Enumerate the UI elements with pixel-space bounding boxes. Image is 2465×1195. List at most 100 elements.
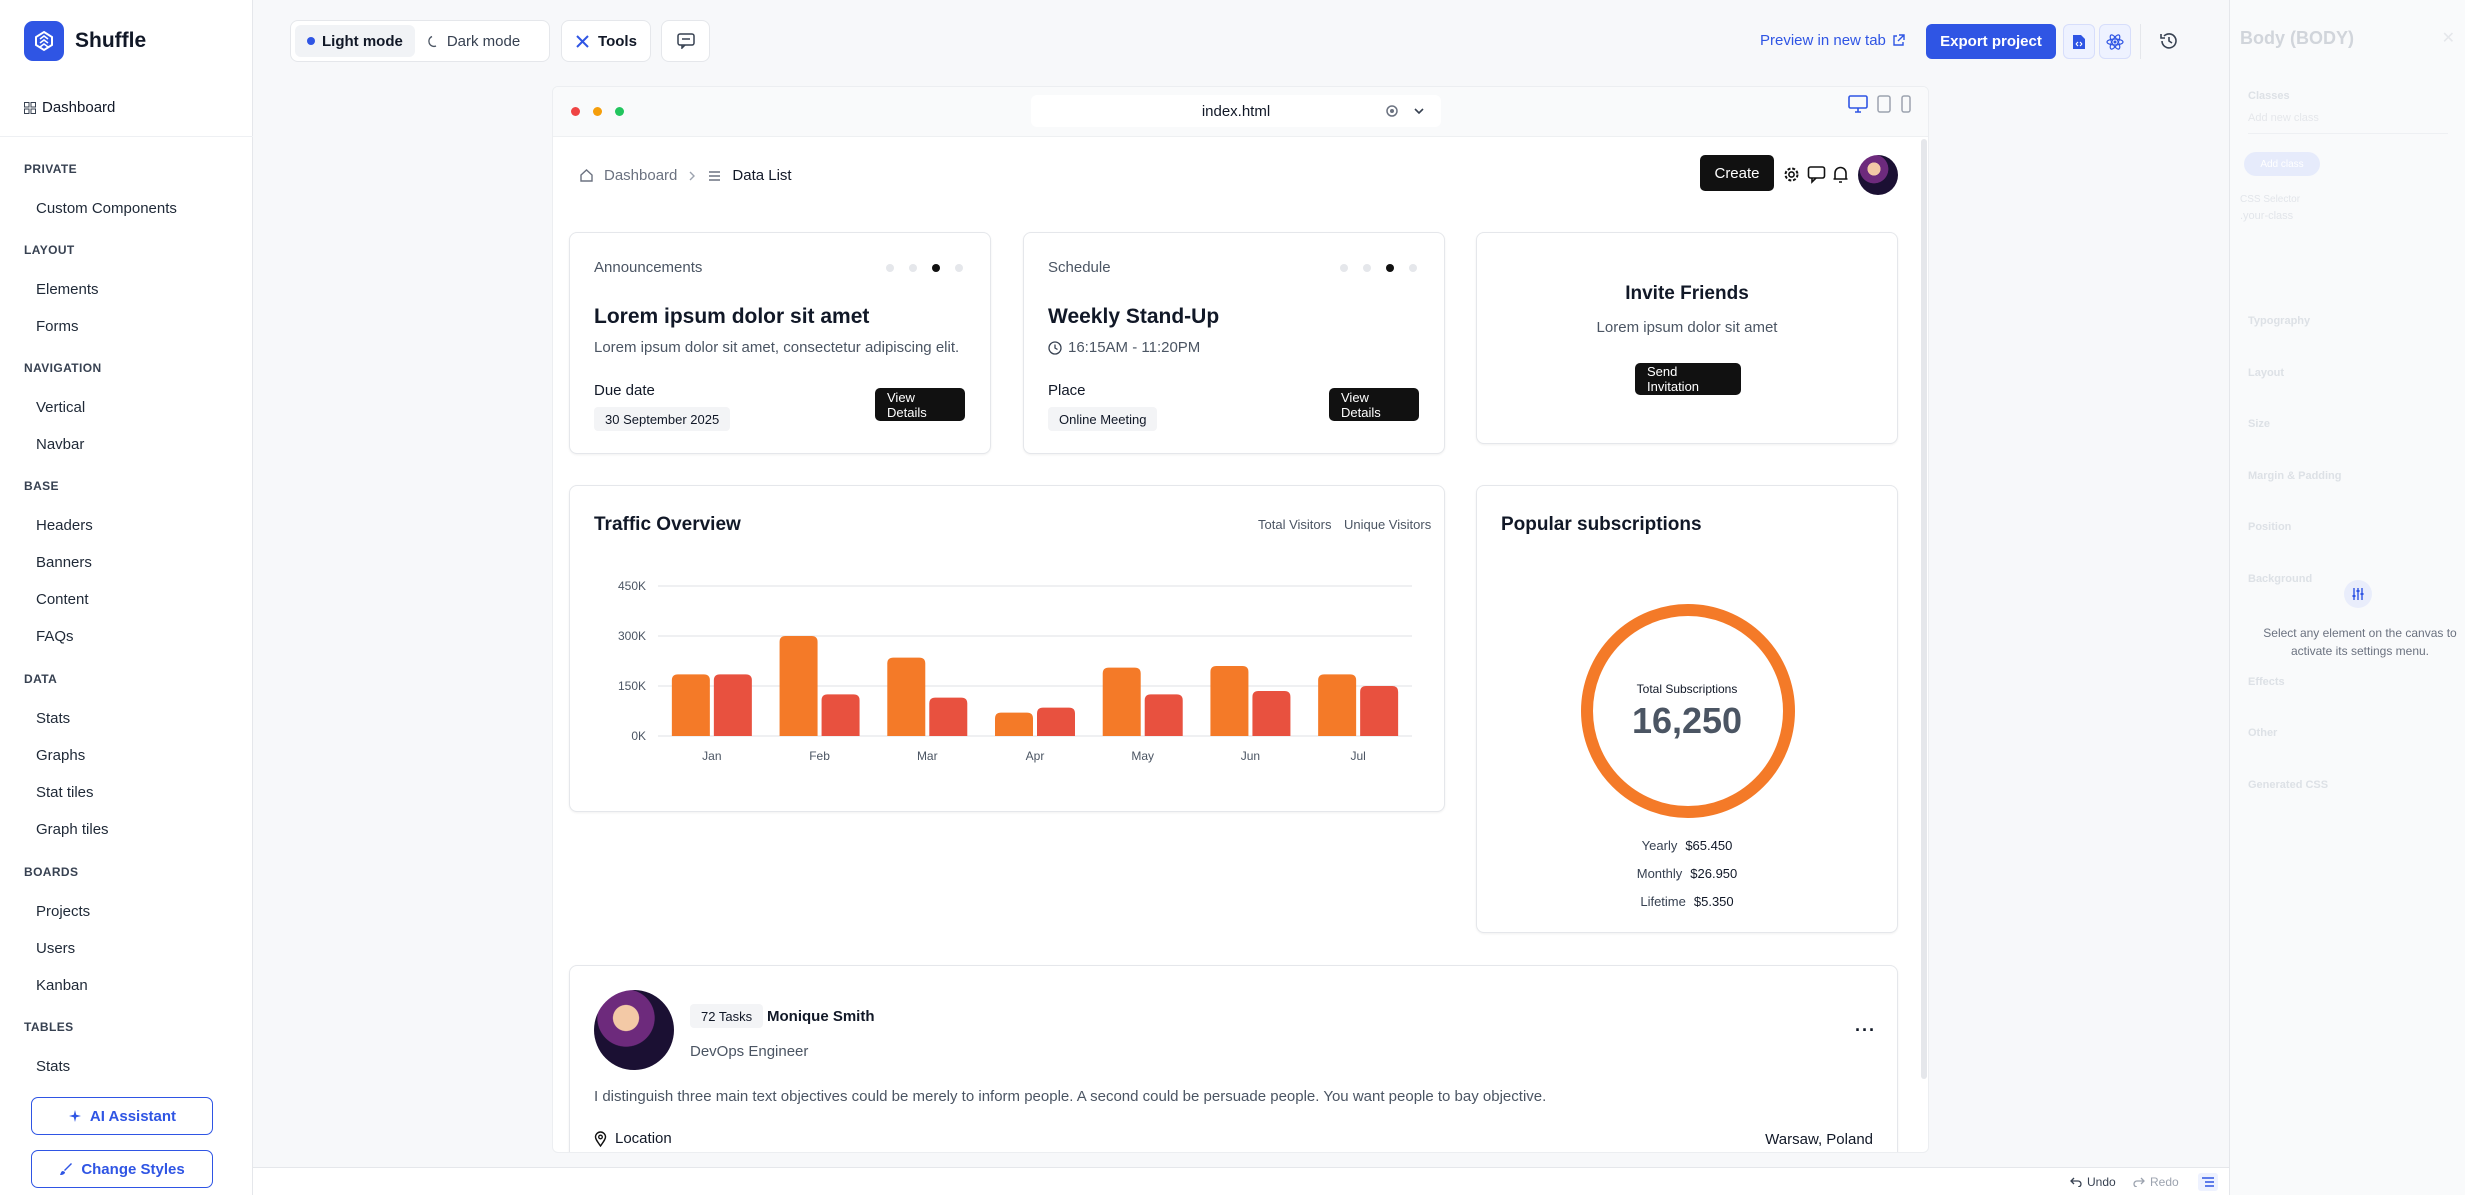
card-label: Schedule [1048, 259, 1111, 276]
react-button[interactable] [2099, 24, 2131, 59]
sidebar-item-banners[interactable]: Banners [36, 554, 92, 571]
sidebar-item-projects[interactable]: Projects [36, 903, 91, 920]
bottom-bar: Undo Redo [253, 1167, 2229, 1195]
donut-label: Total Subscriptions [1636, 682, 1738, 696]
breadcrumb-home[interactable]: Dashboard [604, 167, 678, 184]
x-tick-label: Jun [1241, 749, 1260, 763]
sidebar-item-headers[interactable]: Headers [36, 517, 93, 534]
y-tick-label: 0K [631, 729, 646, 743]
section-effects[interactable]: Effects [2248, 676, 2285, 688]
add-class-button[interactable]: Add class [2244, 152, 2320, 176]
sidebar-item-graphs[interactable]: Graphs [36, 747, 86, 764]
section-position[interactable]: Position [2248, 521, 2292, 533]
bar-unique-jul[interactable] [1360, 686, 1399, 736]
light-mode-button[interactable]: Light mode [295, 25, 415, 57]
device-switcher [1848, 95, 1912, 113]
sidebar-item-faqs[interactable]: FAQs [36, 628, 74, 645]
bar-total-mar[interactable] [887, 657, 926, 736]
tools-label: Tools [598, 32, 637, 50]
section-generated-css[interactable]: Generated CSS [2248, 779, 2329, 791]
sidebar-item-graph-tiles[interactable]: Graph tiles [36, 821, 109, 838]
avatar[interactable] [1858, 155, 1898, 195]
section-layout[interactable]: Layout [2248, 367, 2285, 379]
bar-total-apr[interactable] [995, 712, 1033, 736]
redo-label: Redo [2150, 1175, 2179, 1189]
tasks-chip: 72 Tasks [690, 1004, 764, 1028]
sidebar-item-content[interactable]: Content [36, 591, 89, 608]
bar-unique-may[interactable] [1144, 694, 1183, 736]
divider [2140, 24, 2141, 59]
section-other[interactable]: Other [2248, 727, 2278, 739]
history-button[interactable] [2159, 31, 2179, 56]
redo-button[interactable]: Redo [2133, 1175, 2179, 1189]
sidebar-item-users[interactable]: Users [36, 940, 76, 957]
section-typography[interactable]: Typography [2248, 315, 2311, 327]
sidebar-item-forms[interactable]: Forms [36, 318, 79, 335]
sidebar-item-vertical[interactable]: Vertical [36, 399, 86, 416]
more-icon[interactable]: ··· [1855, 1020, 1876, 1040]
bar-total-feb[interactable] [779, 636, 818, 736]
section-size[interactable]: Size [2248, 418, 2271, 430]
card-title: Weekly Stand-Up [1048, 305, 1220, 328]
bar-unique-mar[interactable] [929, 697, 968, 736]
sidebar-item-stats[interactable]: Stats [36, 710, 71, 727]
mobile-icon[interactable] [1900, 95, 1912, 113]
bell-icon[interactable] [1831, 165, 1850, 184]
dark-mode-button[interactable]: Dark mode [415, 25, 532, 57]
tablet-icon[interactable] [1876, 95, 1892, 113]
group-navigation: NAVIGATION [24, 361, 102, 375]
close-icon[interactable]: ✕ [2441, 30, 2455, 47]
carousel-dots[interactable] [886, 264, 963, 272]
ai-assistant-button[interactable]: AI Assistant [31, 1097, 213, 1135]
undo-button[interactable]: Undo [2070, 1175, 2116, 1189]
schedule-card: Schedule Weekly Stand-Up 16:15AM - 11:20… [1023, 232, 1445, 454]
create-button[interactable]: Create [1700, 155, 1774, 191]
file-code-button[interactable] [2063, 24, 2095, 59]
sidebar-item-dashboard[interactable]: Dashboard [24, 99, 115, 116]
view-details-button[interactable]: View Details [875, 388, 965, 421]
section-background[interactable]: Background [2248, 573, 2313, 585]
view-details-button[interactable]: View Details [1329, 388, 1419, 421]
brand[interactable]: Shuffle [24, 21, 146, 61]
sidebar-item-navbar[interactable]: Navbar [36, 436, 85, 453]
location-label: Location [615, 1130, 672, 1147]
export-project-button[interactable]: Export project [1926, 24, 2056, 59]
due-date-label: Due date [594, 382, 655, 399]
group-private: PRIVATE [24, 162, 78, 176]
gear-icon[interactable] [1782, 165, 1801, 184]
bar-total-jan[interactable] [671, 674, 710, 736]
comments-button[interactable] [661, 20, 710, 62]
change-styles-button[interactable]: Change Styles [31, 1150, 213, 1188]
settings-icon[interactable] [1385, 104, 1399, 118]
carousel-dots[interactable] [1340, 264, 1417, 272]
bar-total-jun[interactable] [1210, 666, 1249, 736]
bar-unique-jun[interactable] [1252, 691, 1291, 736]
legend-unique-visitors[interactable]: Unique Visitors [1344, 517, 1432, 532]
sidebar-item-table-stats[interactable]: Stats [36, 1058, 71, 1075]
bar-total-may[interactable] [1102, 667, 1141, 736]
sidebar-item-stat-tiles[interactable]: Stat tiles [36, 784, 94, 801]
bar-unique-feb[interactable] [821, 694, 860, 736]
bar-unique-jan[interactable] [713, 674, 752, 736]
chat-icon[interactable] [1807, 165, 1826, 184]
canvas-window[interactable]: index.html Dashboard Data List Create An… [552, 86, 1929, 1153]
desktop-icon[interactable] [1848, 95, 1868, 113]
legend-total-visitors[interactable]: Total Visitors [1258, 517, 1332, 532]
canvas-scrollbar[interactable] [1921, 139, 1927, 1079]
sidebar-item-kanban[interactable]: Kanban [36, 977, 88, 994]
add-class-input[interactable]: Add new class [2248, 112, 2448, 134]
sidebar-item-elements[interactable]: Elements [36, 281, 99, 298]
place-chip: Online Meeting [1048, 407, 1158, 431]
chevron-down-icon[interactable] [1413, 105, 1425, 117]
tools-button[interactable]: Tools [561, 20, 651, 62]
preview-link[interactable]: Preview in new tab [1760, 32, 1905, 49]
bar-unique-apr[interactable] [1037, 707, 1075, 736]
sliders-icon [2344, 580, 2372, 608]
section-margin-padding[interactable]: Margin & Padding [2248, 470, 2342, 482]
bar-total-jul[interactable] [1318, 674, 1357, 736]
sidebar-item-custom-components[interactable]: Custom Components [36, 200, 177, 217]
sun-icon [307, 37, 315, 45]
send-invitation-button[interactable]: Send Invitation [1635, 363, 1741, 395]
layers-button[interactable] [2198, 1173, 2218, 1191]
url-bar[interactable]: index.html [1031, 95, 1441, 127]
